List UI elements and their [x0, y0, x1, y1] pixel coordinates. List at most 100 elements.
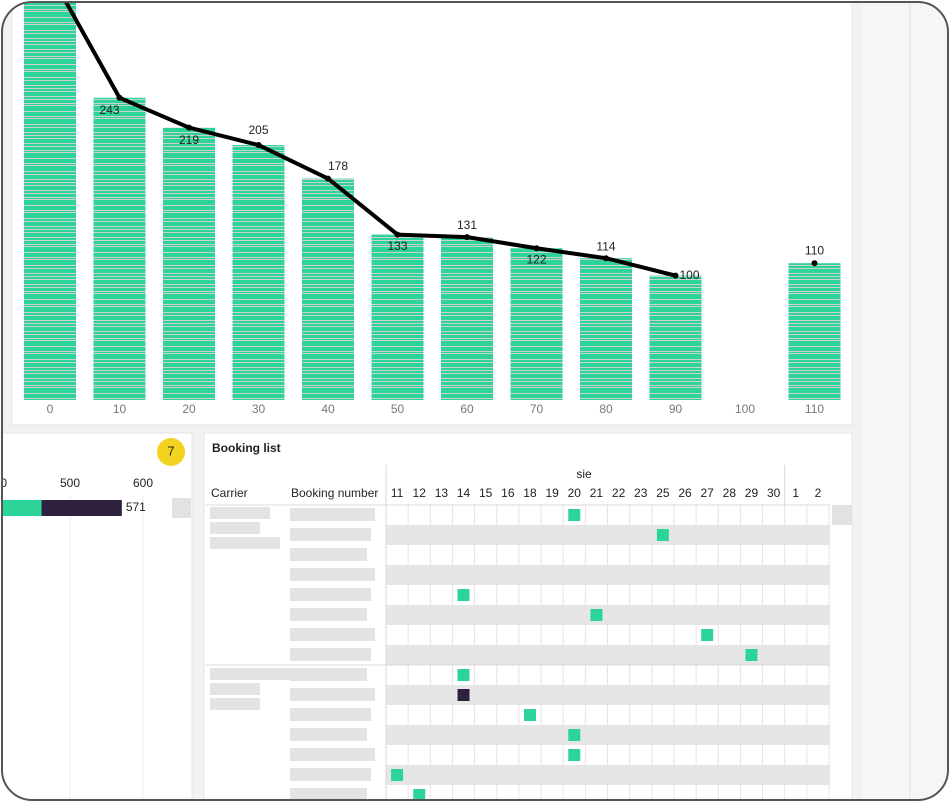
- x-tick-label: 400: [0, 476, 7, 490]
- day-label: 11: [391, 486, 404, 500]
- booking-number-blurred: [290, 768, 371, 781]
- booking-marker: [590, 609, 603, 621]
- total-label: 571: [126, 500, 146, 514]
- table-title: Booking list: [212, 441, 281, 455]
- booking-number-blurred: [290, 788, 367, 801]
- point: [672, 272, 679, 279]
- day-label: 15: [479, 486, 493, 500]
- line: [62, 0, 676, 278]
- x-tick-label: 20: [182, 402, 196, 416]
- day-label: 14: [457, 486, 471, 500]
- booking-number-blurred: [290, 588, 371, 601]
- day-label: 12: [413, 486, 427, 500]
- booking-marker: [701, 629, 714, 641]
- left-chart: 400 500 600 571: [0, 476, 191, 802]
- day-label: 26: [678, 486, 692, 500]
- booking-number-blurred: [290, 548, 367, 561]
- booking-marker: [413, 789, 426, 801]
- point: [325, 175, 331, 182]
- x-tick-label: 10: [113, 402, 127, 416]
- point: [186, 124, 192, 131]
- bar: [580, 258, 632, 400]
- data-label: 133: [387, 239, 407, 253]
- bar: [788, 263, 841, 400]
- booking-table: 7 Booking list Carrier Booking number si…: [205, 441, 852, 802]
- day-label: 29: [745, 486, 759, 500]
- day-label: 30: [767, 486, 781, 500]
- booking-number-blurred: [290, 668, 367, 681]
- day-label: 1: [792, 486, 799, 500]
- bar: [649, 275, 702, 400]
- bar: [510, 248, 563, 400]
- booking-marker: [745, 649, 758, 661]
- bar: [232, 145, 285, 400]
- carrier-blurred: [210, 683, 260, 695]
- bar: [441, 237, 493, 400]
- day-label: 27: [700, 486, 714, 500]
- data-label: 114: [596, 239, 615, 253]
- data-label: 219: [179, 133, 199, 147]
- column-header: Carrier: [211, 486, 248, 500]
- carrier-blurred: [210, 668, 290, 680]
- booking-marker: [457, 589, 470, 601]
- left-panel: [0, 432, 193, 802]
- data-label: 122: [526, 252, 546, 266]
- booking-marker: [568, 509, 581, 521]
- bar: [24, 0, 76, 401]
- x-tick-label: 600: [133, 476, 153, 490]
- point: [464, 234, 470, 241]
- booking-marker: [457, 669, 470, 681]
- cell: [832, 505, 852, 525]
- x-tick-label: 100: [735, 402, 755, 416]
- badge: [157, 438, 185, 466]
- booking-marker: [656, 529, 669, 541]
- booking-number-blurred: [290, 608, 367, 621]
- x-tick-label: 40: [321, 402, 335, 416]
- data-label: 131: [457, 218, 477, 232]
- booking-marker: [391, 769, 404, 781]
- booking-number-blurred: [290, 628, 375, 641]
- top-chart: 0102030405060708090100110343243219205178…: [24, 0, 841, 416]
- cell: [172, 498, 191, 518]
- bar-segment: [41, 500, 122, 516]
- data-label: 178: [328, 159, 348, 173]
- carrier-blurred: [210, 537, 280, 549]
- x-tick-label: 90: [669, 402, 683, 416]
- x-tick-label: 30: [252, 402, 266, 416]
- bar: [93, 97, 146, 401]
- day-label: 28: [723, 486, 737, 500]
- carrier-blurred: [210, 507, 270, 519]
- day-label: 22: [612, 486, 626, 500]
- booking-number-blurred: [290, 648, 371, 661]
- booking-marker: [523, 709, 536, 721]
- carrier-blurred: [210, 522, 260, 534]
- day-label: 16: [501, 486, 515, 500]
- data-label: 243: [99, 103, 119, 117]
- booking-marker: [568, 729, 581, 741]
- day-label: 19: [545, 486, 559, 500]
- column-header: Booking number: [291, 486, 378, 500]
- bar-segment: [0, 500, 42, 516]
- booking-number-blurred: [290, 708, 371, 721]
- day-label: 20: [568, 486, 582, 500]
- x-tick-label: 0: [47, 402, 54, 416]
- badge-text: 7: [167, 443, 174, 458]
- day-label: 13: [435, 486, 449, 500]
- day-label: 21: [590, 486, 604, 500]
- booking-number-blurred: [290, 688, 375, 701]
- booking-number-blurred: [290, 508, 375, 521]
- top-panel: [11, 0, 853, 426]
- day-label: 25: [656, 486, 670, 500]
- month-label: sie: [576, 467, 592, 481]
- x-tick-label: 60: [460, 402, 474, 416]
- point: [533, 245, 540, 252]
- booking-number-blurred: [290, 728, 367, 741]
- point: [603, 255, 609, 262]
- x-tick-label: 110: [805, 402, 824, 416]
- booking-marker: [568, 749, 581, 761]
- booking-number-blurred: [290, 528, 371, 541]
- data-label: 110: [805, 243, 824, 257]
- point: [811, 260, 818, 267]
- data-label: 100: [679, 268, 699, 282]
- bar: [302, 178, 354, 400]
